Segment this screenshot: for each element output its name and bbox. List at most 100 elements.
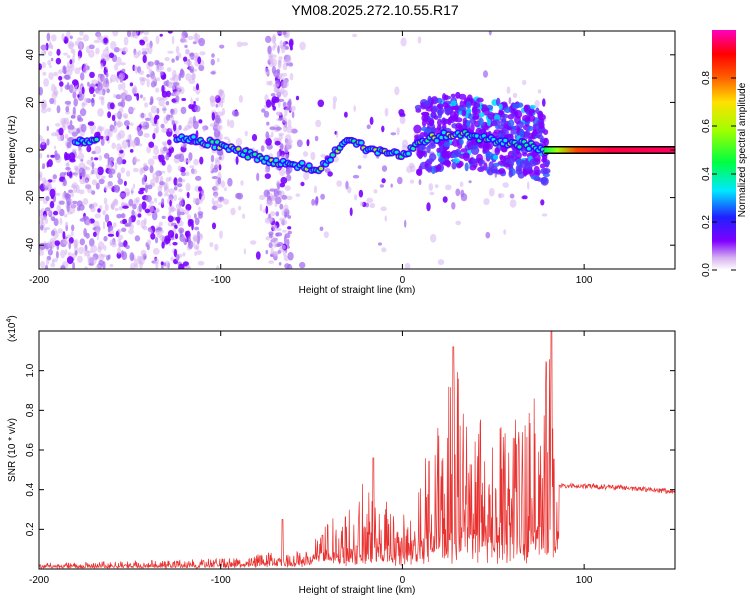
spectrogram-speckle: [79, 238, 86, 246]
spectrogram-speckle: [55, 57, 62, 65]
spectrogram-speckle: [503, 229, 507, 235]
spectrogram-speckle: [178, 263, 185, 269]
spectrogram-speckle: [66, 31, 71, 40]
spectrogram-speckle: [90, 244, 98, 253]
spectrogram-speckle: [54, 192, 61, 196]
spectrogram-speckle: [46, 32, 51, 42]
spectrogram-speckle: [91, 202, 98, 208]
spectrogram-speckle: [185, 171, 190, 177]
spectrogram-speckle: [74, 40, 81, 46]
spectrogram-speckle: [43, 227, 47, 233]
spectrogram-speckle: [93, 220, 100, 229]
spectrogram-speckle: [102, 221, 106, 230]
spectrogram-speckle: [108, 225, 114, 231]
spectrogram-speckle: [170, 256, 174, 262]
spectrogram-speckle: [266, 80, 271, 86]
spectrogram-speckle: [44, 264, 49, 269]
spectrogram-speckle: [220, 199, 223, 203]
spectrogram-speckle: [113, 222, 117, 228]
spectrogram-speckle: [142, 96, 146, 101]
spectrogram-speckle: [107, 233, 115, 237]
spectrogram-speckle: [175, 90, 181, 96]
spectrogram-speckle: [272, 83, 280, 88]
spectrogram-speckle: [177, 165, 182, 172]
spectrogram-track-core: [94, 137, 99, 142]
spectrogram-track-core: [474, 134, 479, 138]
spectrogram-speckle: [74, 67, 81, 75]
spectrogram-speckle: [282, 79, 289, 89]
spectrogram-speckle: [66, 55, 71, 59]
spectrogram-track-core: [274, 158, 279, 163]
spectrogram-speckle: [373, 189, 378, 194]
spectrogram-speckle: [406, 165, 413, 173]
spectrogram-speckle: [404, 262, 411, 269]
spectrogram-speckle: [135, 199, 140, 203]
spectrogram-speckle: [139, 40, 146, 46]
spectrogram-speckle: [78, 189, 85, 195]
spectrogram-speckle: [97, 108, 104, 117]
spectrogram-speckle: [129, 82, 134, 87]
spectrogram-speckle: [174, 154, 181, 160]
spectrogram-speckle: [70, 191, 74, 198]
spectrogram-speckle: [165, 101, 170, 106]
spectrogram-speckle: [176, 84, 182, 91]
spectrogram-speckle: [202, 126, 206, 132]
spectrogram-speckle: [129, 122, 134, 126]
spectrogram-track-core: [215, 140, 220, 144]
spectrogram-speckle: [64, 74, 70, 80]
spectrogram-speckle: [146, 78, 150, 88]
spectrogram-speckle: [104, 185, 108, 191]
spectrogram-speckle: [118, 76, 122, 80]
spectrogram-speckle: [39, 242, 46, 251]
spectrogram-speckle: [54, 240, 61, 246]
spectrogram-speckle: [66, 82, 70, 90]
spectrogram-speckle: [498, 193, 505, 199]
spectrogram-speckle: [285, 168, 291, 176]
spectrogram-cluster-blob: [422, 100, 431, 108]
spectrogram-cluster-blob: [537, 128, 543, 137]
spectrogram-speckle: [286, 263, 293, 269]
spectrogram-speckle: [127, 134, 132, 140]
spectrogram-speckle: [215, 203, 223, 209]
spectrogram-speckle: [66, 256, 74, 265]
spectrogram-speckle: [280, 244, 286, 250]
spectrogram-speckle: [73, 239, 79, 247]
spectrogram-speckle: [163, 193, 170, 197]
spectrogram-speckle: [118, 102, 123, 107]
spectrogram-speckle: [87, 260, 91, 265]
spectrogram-speckle: [95, 90, 99, 95]
spectrogram-speckle: [235, 156, 239, 165]
spectrogram-speckle: [160, 261, 164, 266]
spectrogram-speckle: [199, 156, 204, 165]
spectrogram-speckle: [268, 260, 274, 264]
spectrogram-cluster-blob: [523, 168, 528, 177]
spectrogram-speckle: [144, 184, 148, 193]
spectrogram-speckle: [286, 195, 293, 200]
spectrogram-speckle: [152, 172, 156, 181]
spectrogram-speckle: [185, 73, 192, 81]
spectrogram-cluster-blob: [451, 105, 460, 111]
spectrogram-speckle: [71, 42, 75, 48]
spectrogram-speckle: [289, 46, 293, 51]
spectrogram-speckle: [118, 130, 126, 139]
spectrogram-speckle: [162, 105, 167, 114]
spectrogram-speckle: [195, 97, 199, 102]
colorbar-tick-label: 0.2: [701, 215, 712, 229]
spectrogram-speckle: [111, 142, 116, 150]
spectrogram-cluster-blob: [527, 115, 536, 122]
spectrogram-speckle: [196, 250, 202, 255]
spectrogram-speckle: [508, 97, 512, 105]
spectrogram-cluster-blob: [493, 129, 502, 134]
spectrogram-speckle: [296, 139, 303, 148]
spectrogram-speckle: [178, 207, 184, 212]
spectrogram-speckle: [150, 98, 154, 104]
colorbar-label: Normalized spectral amplitude: [737, 82, 748, 217]
spectrogram-cluster-blob: [514, 109, 523, 119]
spectrogram-speckle: [116, 143, 122, 152]
spectrogram-speckle: [315, 119, 322, 128]
spectrogram-speckle: [236, 192, 244, 200]
spectrogram-speckle: [76, 200, 83, 207]
spectrogram-cluster-blob: [420, 146, 427, 150]
spectrogram-cluster-blob: [458, 93, 467, 100]
spectrogram-speckle: [272, 237, 279, 244]
